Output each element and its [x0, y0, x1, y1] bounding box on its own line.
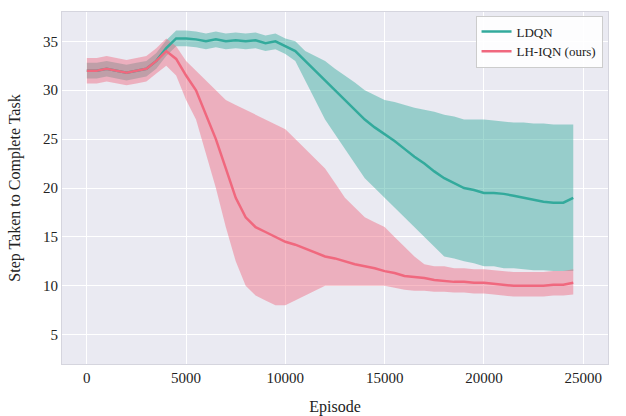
- svg-text:30: 30: [43, 82, 58, 98]
- svg-text:Episode: Episode: [309, 398, 361, 416]
- svg-text:5: 5: [51, 327, 59, 343]
- svg-text:LH-IQN (ours): LH-IQN (ours): [517, 44, 596, 59]
- svg-text:LDQN: LDQN: [517, 25, 554, 40]
- svg-text:0: 0: [83, 370, 91, 386]
- svg-text:15000: 15000: [366, 370, 404, 386]
- svg-text:20: 20: [43, 180, 58, 196]
- svg-text:25: 25: [43, 131, 58, 147]
- svg-text:20000: 20000: [465, 370, 503, 386]
- svg-text:Step Taken to Complete Task: Step Taken to Complete Task: [6, 94, 24, 281]
- svg-text:5000: 5000: [171, 370, 201, 386]
- svg-text:10: 10: [43, 278, 58, 294]
- svg-text:35: 35: [43, 34, 58, 50]
- svg-text:15: 15: [43, 229, 58, 245]
- svg-text:25000: 25000: [564, 370, 602, 386]
- svg-text:10000: 10000: [267, 370, 305, 386]
